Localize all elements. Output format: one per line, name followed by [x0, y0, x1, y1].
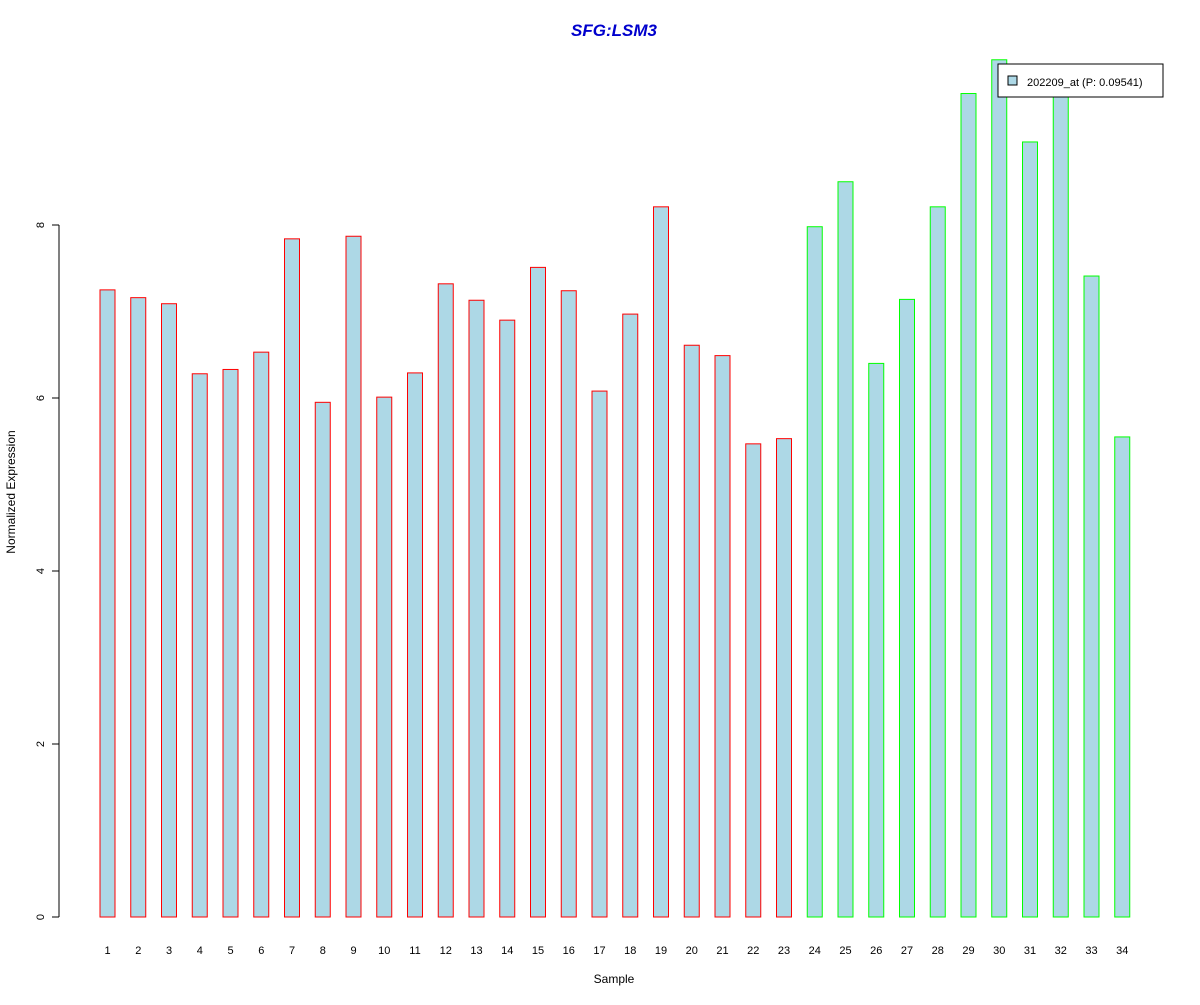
bar-sample-3 — [161, 303, 177, 918]
bar-sample-27 — [899, 298, 915, 918]
legend-label: 202209_at (P: 0.09541) — [1027, 77, 1143, 89]
x-tick-label: 5 — [227, 945, 233, 957]
bar-sample-5 — [222, 368, 239, 918]
bar-sample-19 — [653, 206, 669, 918]
bar-sample-9 — [345, 235, 362, 918]
bar-sample-13 — [468, 299, 485, 918]
bar-sample-12 — [437, 283, 454, 918]
bar-sample-23 — [776, 438, 792, 918]
bar-sample-6 — [253, 351, 270, 918]
bar-sample-32 — [1052, 93, 1069, 918]
x-tick-label: 8 — [320, 945, 326, 957]
x-tick-label: 17 — [593, 945, 605, 957]
chart-title: SFG:LSM3 — [571, 21, 657, 40]
x-tick-label: 19 — [655, 945, 667, 957]
bar-sample-24 — [806, 226, 823, 918]
bar-sample-21 — [714, 355, 731, 918]
bar-sample-22 — [745, 443, 762, 918]
x-tick-label: 15 — [532, 945, 544, 957]
legend-box — [997, 63, 1164, 98]
bar-sample-29 — [960, 93, 977, 918]
bar-sample-7 — [284, 238, 300, 918]
bars — [99, 59, 1131, 918]
bar-sample-2 — [130, 297, 147, 918]
x-tick-label: 28 — [932, 945, 944, 957]
x-tick-label: 7 — [289, 945, 295, 957]
x-tick-label: 14 — [501, 945, 513, 957]
y-tick-label: 4 — [35, 568, 47, 574]
x-tick-label: 2 — [135, 945, 141, 957]
y-tick-label: 0 — [35, 914, 47, 920]
x-tick-label: 3 — [166, 945, 172, 957]
bar-sample-17 — [591, 390, 608, 918]
bar-sample-11 — [407, 372, 423, 918]
y-tick-label: 8 — [35, 222, 47, 228]
x-tick-label: 29 — [962, 945, 974, 957]
bar-sample-18 — [622, 313, 639, 918]
x-tick-label: 32 — [1055, 945, 1067, 957]
bar-sample-31 — [1022, 141, 1038, 918]
bar-sample-26 — [868, 362, 885, 918]
y-axis: 0 2 4 6 8 — [35, 222, 60, 920]
bar-sample-20 — [683, 344, 700, 918]
bar-sample-25 — [837, 181, 854, 918]
bar-sample-30 — [991, 59, 1008, 918]
bar-sample-15 — [530, 266, 546, 918]
x-tick-label: 31 — [1024, 945, 1036, 957]
bar-sample-8 — [314, 401, 331, 918]
x-tick-label: 6 — [258, 945, 264, 957]
x-tick-label: 11 — [409, 945, 420, 957]
x-axis-label: Sample — [594, 972, 635, 986]
x-tick-label: 33 — [1085, 945, 1097, 957]
x-tick-label: 16 — [563, 945, 575, 957]
legend-swatch — [1007, 75, 1018, 86]
bar-sample-10 — [376, 396, 393, 918]
x-tick-label: 27 — [901, 945, 913, 957]
x-tick-label: 18 — [624, 945, 636, 957]
y-tick-label: 6 — [35, 395, 47, 401]
bar-sample-1 — [99, 289, 116, 918]
legend: 202209_at (P: 0.09541) — [997, 63, 1164, 98]
x-tick-label: 24 — [809, 945, 821, 957]
x-axis-tick-labels: 1 2 3 4 5 6 7 8 9 10 11 12 13 14 15 16 17 18 19 20 21 22 23 24 2… — [104, 945, 1128, 957]
x-tick-label: 4 — [197, 945, 203, 957]
x-tick-label: 22 — [747, 945, 759, 957]
bar-sample-14 — [499, 319, 516, 918]
bar-sample-4 — [191, 373, 208, 918]
x-tick-label: 34 — [1116, 945, 1128, 957]
bar-sample-16 — [560, 290, 577, 918]
y-axis-label: Normalized Expression — [4, 430, 18, 553]
x-tick-label: 21 — [716, 945, 728, 957]
x-tick-label: 23 — [778, 945, 790, 957]
x-tick-label: 1 — [104, 945, 110, 957]
x-tick-label: 13 — [470, 945, 482, 957]
bar-sample-33 — [1083, 275, 1100, 918]
bar-sample-28 — [929, 206, 946, 918]
x-tick-label: 9 — [350, 945, 356, 957]
x-tick-label: 12 — [440, 945, 452, 957]
y-tick-label: 2 — [35, 741, 47, 747]
x-tick-label: 26 — [870, 945, 882, 957]
x-tick-label: 10 — [378, 945, 390, 957]
x-tick-label: 30 — [993, 945, 1005, 957]
x-tick-label: 25 — [839, 945, 851, 957]
bar-sample-34 — [1114, 436, 1131, 918]
x-tick-label: 20 — [686, 945, 698, 957]
